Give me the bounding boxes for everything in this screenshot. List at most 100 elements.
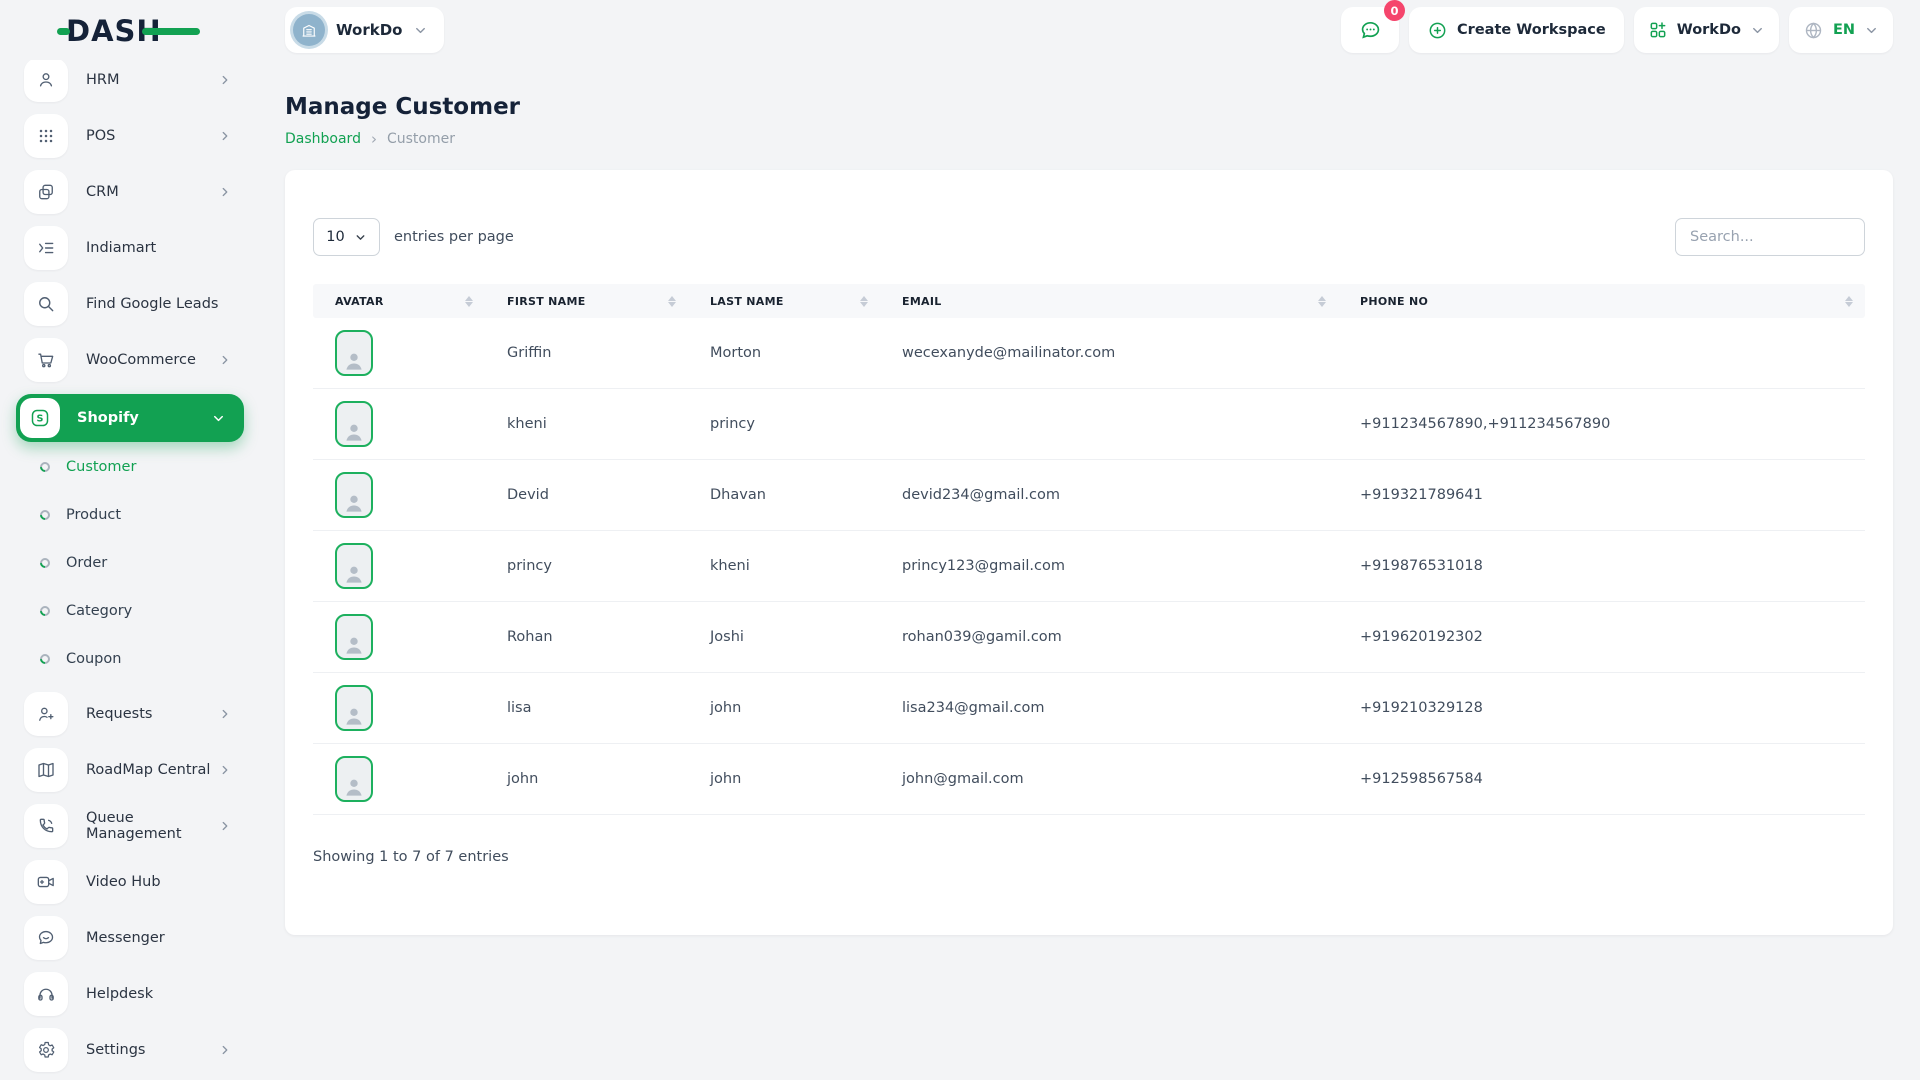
- sidebar-item-requests[interactable]: Requests: [24, 692, 262, 736]
- sidebar: HRM POS CRM Indiamart: [0, 60, 262, 1080]
- sort-icon[interactable]: [1845, 295, 1853, 307]
- sidebar-item-messenger[interactable]: Messenger: [24, 916, 262, 960]
- sidebar-subitem-customer[interactable]: Customer: [37, 452, 262, 482]
- create-workspace-button[interactable]: Create Workspace: [1409, 7, 1624, 53]
- sidebar-item-video-hub[interactable]: Video Hub: [24, 860, 262, 904]
- chevron-right-icon: [218, 353, 232, 367]
- sidebar-subitem-product[interactable]: Product: [37, 500, 262, 530]
- customer-avatar: [335, 401, 373, 447]
- sidebar-item-helpdesk[interactable]: Helpdesk: [24, 972, 262, 1016]
- customer-avatar: [335, 472, 373, 518]
- table-row: Rohan Joshi rohan039@gamil.com +91962019…: [313, 602, 1865, 673]
- sidebar-subitem-label: Order: [66, 555, 108, 571]
- sidebar-item-indiamart[interactable]: Indiamart: [24, 226, 262, 270]
- sort-icon[interactable]: [668, 295, 676, 307]
- column-header-avatar[interactable]: AVATAR: [313, 284, 485, 318]
- sidebar-subitem-coupon[interactable]: Coupon: [37, 644, 262, 674]
- cell-phone: +919876531018: [1360, 558, 1483, 574]
- copy-icon: [24, 170, 68, 214]
- phone-icon: [24, 804, 68, 848]
- customer-avatar: [335, 543, 373, 589]
- customer-table-card: 10 entries per page AVATAR FIRST NAME: [285, 170, 1893, 935]
- globe-icon: [1805, 22, 1822, 38]
- app-menu-button[interactable]: WorkDo: [1633, 7, 1779, 53]
- plus-circle-icon: [1429, 22, 1446, 38]
- chat-icon: [24, 916, 68, 960]
- cell-phone: +919620192302: [1360, 629, 1483, 645]
- building-icon: [302, 24, 316, 37]
- sidebar-item-label: Queue Management: [86, 810, 182, 842]
- bullet-icon: [37, 651, 53, 667]
- sort-icon[interactable]: [465, 295, 473, 307]
- search-icon: [24, 282, 68, 326]
- grid-dots-icon: [24, 114, 68, 158]
- cell-first-name: john: [507, 771, 539, 787]
- sidebar-item-queue-management[interactable]: Queue Management: [24, 804, 262, 848]
- sidebar-item-find-google-leads[interactable]: Find Google Leads: [24, 282, 262, 326]
- customer-avatar: [335, 330, 373, 376]
- create-workspace-label: Create Workspace: [1457, 22, 1606, 38]
- entries-per-page-label: entries per page: [394, 229, 514, 245]
- cell-first-name: Rohan: [507, 629, 553, 645]
- workspace-switcher[interactable]: WorkDo: [285, 7, 445, 53]
- svg-text:S: S: [37, 413, 44, 424]
- cell-first-name: kheni: [507, 416, 547, 432]
- sort-icon[interactable]: [1318, 295, 1326, 307]
- search-input[interactable]: [1675, 218, 1865, 256]
- sidebar-item-shopify[interactable]: S Shopify: [16, 394, 244, 442]
- column-header-last-name[interactable]: LAST NAME: [688, 284, 880, 318]
- main-content: Manage Customer Dashboard › Customer 10 …: [262, 60, 1920, 1080]
- sidebar-subitem-label: Coupon: [66, 651, 122, 667]
- messages-button[interactable]: 0: [1341, 0, 1406, 53]
- cell-phone: +912598567584: [1360, 771, 1483, 787]
- cell-phone: +911234567890,+911234567890: [1360, 416, 1611, 432]
- cell-email: princy123@gmail.com: [902, 558, 1065, 574]
- cell-last-name: kheni: [710, 558, 750, 574]
- page-size-value: 10: [326, 229, 345, 245]
- sidebar-item-label: Helpdesk: [86, 986, 154, 1002]
- app-logo[interactable]: DASH: [57, 14, 200, 48]
- breadcrumb-dashboard-link[interactable]: Dashboard: [285, 131, 361, 147]
- column-header-phone-no[interactable]: PHONE NO: [1338, 284, 1865, 318]
- table-row: princy kheni princy123@gmail.com +919876…: [313, 531, 1865, 602]
- cell-first-name: princy: [507, 558, 552, 574]
- sidebar-item-roadmap-central[interactable]: RoadMap Central: [24, 748, 262, 792]
- cell-email: wecexanyde@mailinator.com: [902, 345, 1116, 361]
- notification-badge: 0: [1384, 0, 1406, 21]
- sidebar-item-label: Video Hub: [86, 874, 161, 890]
- sidebar-item-label: WooCommerce: [86, 352, 196, 368]
- cell-email: john@gmail.com: [902, 771, 1024, 787]
- page-size-select[interactable]: 10: [313, 218, 380, 256]
- sidebar-item-woocommerce[interactable]: WooCommerce: [24, 338, 262, 382]
- sidebar-subitem-label: Product: [66, 507, 122, 523]
- cell-last-name: princy: [710, 416, 755, 432]
- sidebar-item-label: Indiamart: [86, 240, 157, 256]
- cell-phone: +919210329128: [1360, 700, 1483, 716]
- sidebar-item-label: HRM: [86, 72, 120, 88]
- sort-icon[interactable]: [860, 295, 868, 307]
- sidebar-item-pos[interactable]: POS: [24, 114, 262, 158]
- cell-last-name: Morton: [710, 345, 762, 361]
- customer-avatar: [335, 756, 373, 802]
- sidebar-item-crm[interactable]: CRM: [24, 170, 262, 214]
- bullet-icon: [37, 507, 53, 523]
- chevron-right-icon: [218, 707, 232, 721]
- sidebar-subitem-category[interactable]: Category: [37, 596, 262, 626]
- customer-avatar: [335, 685, 373, 731]
- person-icon: [346, 779, 362, 796]
- person-icon: [346, 566, 362, 583]
- chat-bubble-icon: [1361, 21, 1379, 38]
- sidebar-item-settings[interactable]: Settings: [24, 1028, 262, 1072]
- cell-last-name: john: [710, 771, 742, 787]
- column-header-first-name[interactable]: FIRST NAME: [485, 284, 688, 318]
- sidebar-subitem-order[interactable]: Order: [37, 548, 262, 578]
- cell-email: devid234@gmail.com: [902, 487, 1060, 503]
- column-header-email[interactable]: EMAIL: [880, 284, 1338, 318]
- chevron-down-icon: [1864, 23, 1879, 38]
- table-row: Devid Dhavan devid234@gmail.com +9193217…: [313, 460, 1865, 531]
- cell-email: rohan039@gamil.com: [902, 629, 1062, 645]
- sidebar-item-hrm[interactable]: HRM: [24, 60, 262, 102]
- breadcrumb: Dashboard › Customer: [285, 130, 1920, 148]
- video-icon: [24, 860, 68, 904]
- language-selector[interactable]: EN: [1788, 7, 1893, 53]
